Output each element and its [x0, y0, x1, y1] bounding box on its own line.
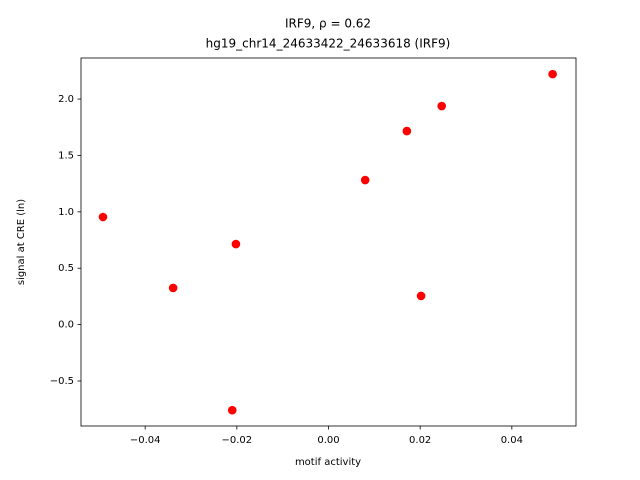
- y-tick-label: 2.0: [58, 94, 74, 105]
- plot-frame: [80, 57, 577, 427]
- point: [231, 239, 241, 249]
- point: [360, 175, 370, 185]
- point: [548, 69, 557, 79]
- y-tick-label: 1.5: [58, 150, 74, 161]
- y-tick-label: 1.0: [58, 207, 74, 218]
- y-tick-label: 0.5: [58, 263, 74, 274]
- x-tick-label: −0.04: [130, 435, 161, 446]
- x-tick-label: −0.02: [222, 435, 253, 446]
- x-tick-label: 0.00: [317, 435, 339, 446]
- y-axis-label: signal at CRE (ln): [16, 199, 27, 285]
- point: [227, 405, 237, 415]
- chart-title: IRF9, ρ = 0.62: [285, 17, 371, 31]
- point: [98, 212, 108, 222]
- point: [168, 283, 178, 293]
- x-tick-label: 0.02: [409, 435, 431, 446]
- x-tick-label: 0.04: [501, 435, 523, 446]
- point: [437, 101, 447, 111]
- chart-subtitle: hg19_chr14_24633422_24633618 (IRF9): [206, 37, 451, 51]
- point: [416, 291, 426, 301]
- point: [402, 126, 412, 136]
- x-axis-label: motif activity: [295, 457, 361, 468]
- y-tick-label: −0.5: [50, 376, 74, 387]
- y-tick-label: 0.0: [58, 320, 74, 331]
